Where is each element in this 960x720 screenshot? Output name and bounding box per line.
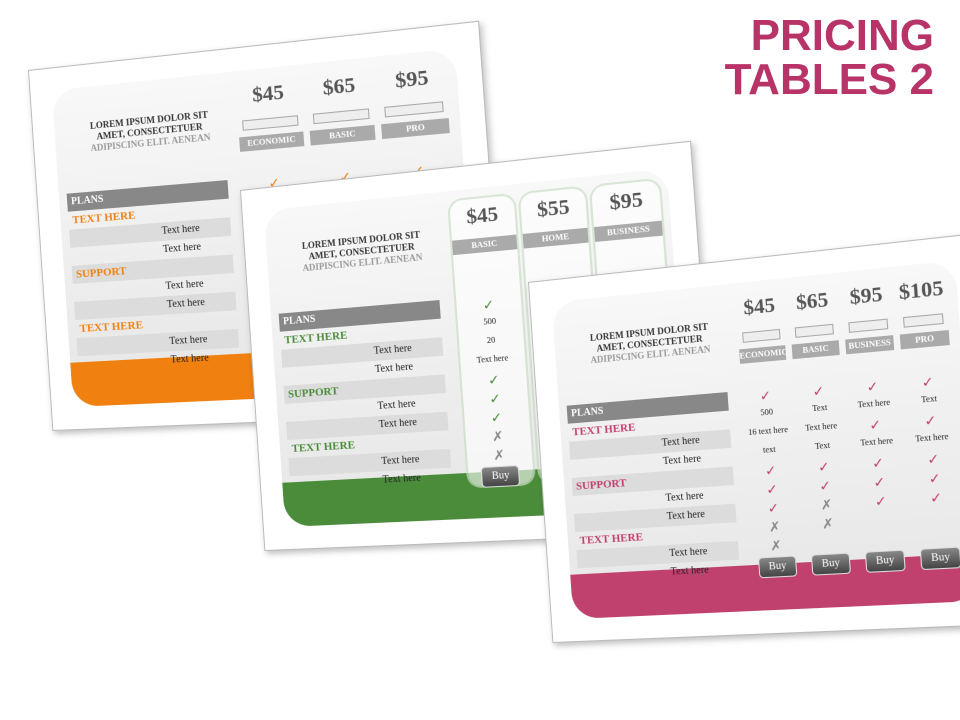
level-fill (313, 111, 347, 115)
plan-price: $105 (898, 276, 945, 305)
title-line: PRICING (750, 11, 934, 60)
plan-cell: ✓ (929, 490, 943, 508)
buy-button[interactable]: Buy (757, 555, 798, 579)
level-fill (743, 332, 753, 334)
title-line: TABLES 2 (724, 55, 934, 104)
header-text: LOREM IPSUM DOLOR SIT AMET, CONSECTETUER A… (286, 228, 439, 276)
level-bar (742, 328, 781, 343)
level-bar (902, 313, 944, 328)
level-bar (384, 101, 444, 118)
plan-price: $45 (742, 293, 776, 320)
level-bar (848, 318, 889, 333)
plan-name: HOME (522, 227, 589, 249)
panel: LOREM IPSUM DOLOR SIT AMET, CONSECTETUER A… (551, 260, 960, 619)
buy-button[interactable]: Buy (810, 552, 852, 576)
plan-name: ECONOMIC (739, 345, 788, 364)
plan-price: $95 (394, 66, 430, 93)
header-text: LOREM IPSUM DOLOR SIT AMET, CONSECTETUER A… (574, 320, 727, 368)
plan-name: BUSINESS (845, 335, 895, 355)
plan-name: ECONOMIC (239, 131, 304, 152)
buy-button[interactable]: Buy (480, 464, 521, 488)
plan-price: $55 (536, 195, 571, 222)
level-bar (242, 115, 299, 131)
plan-price: $65 (795, 288, 830, 315)
level-fill (795, 326, 814, 329)
plan-price: $95 (608, 188, 644, 215)
slide-title: PRICING TABLES 2 (725, 14, 934, 102)
plan-price: $95 (848, 282, 884, 310)
plan-name: BASIC (791, 340, 840, 360)
plan-name: PRO (381, 117, 450, 140)
level-fill (904, 314, 942, 319)
plan-cell: ✗ (821, 516, 835, 533)
plan-cell: ✓ (874, 493, 888, 511)
plan-price: $45 (465, 202, 499, 229)
plan-name: BUSINESS (594, 220, 663, 242)
header-text: LOREM IPSUM DOLOR SIT AMET, CONSECTETUER A… (74, 108, 227, 156)
pricing-card: LOREM IPSUM DOLOR SIT AMET, CONSECTETUER A… (528, 232, 960, 644)
buy-button[interactable]: Buy (864, 549, 906, 573)
level-bar (312, 108, 371, 125)
level-fill (243, 119, 262, 122)
plan-price: $65 (321, 73, 357, 101)
buy-button[interactable]: Buy (919, 546, 960, 571)
plan-price: $45 (251, 80, 285, 107)
plan-name: BASIC (452, 234, 517, 256)
level-fill (849, 320, 878, 324)
level-bar (794, 323, 834, 338)
level-fill (385, 102, 442, 108)
plan-name: PRO (899, 329, 950, 350)
plan-name: BASIC (309, 124, 376, 146)
